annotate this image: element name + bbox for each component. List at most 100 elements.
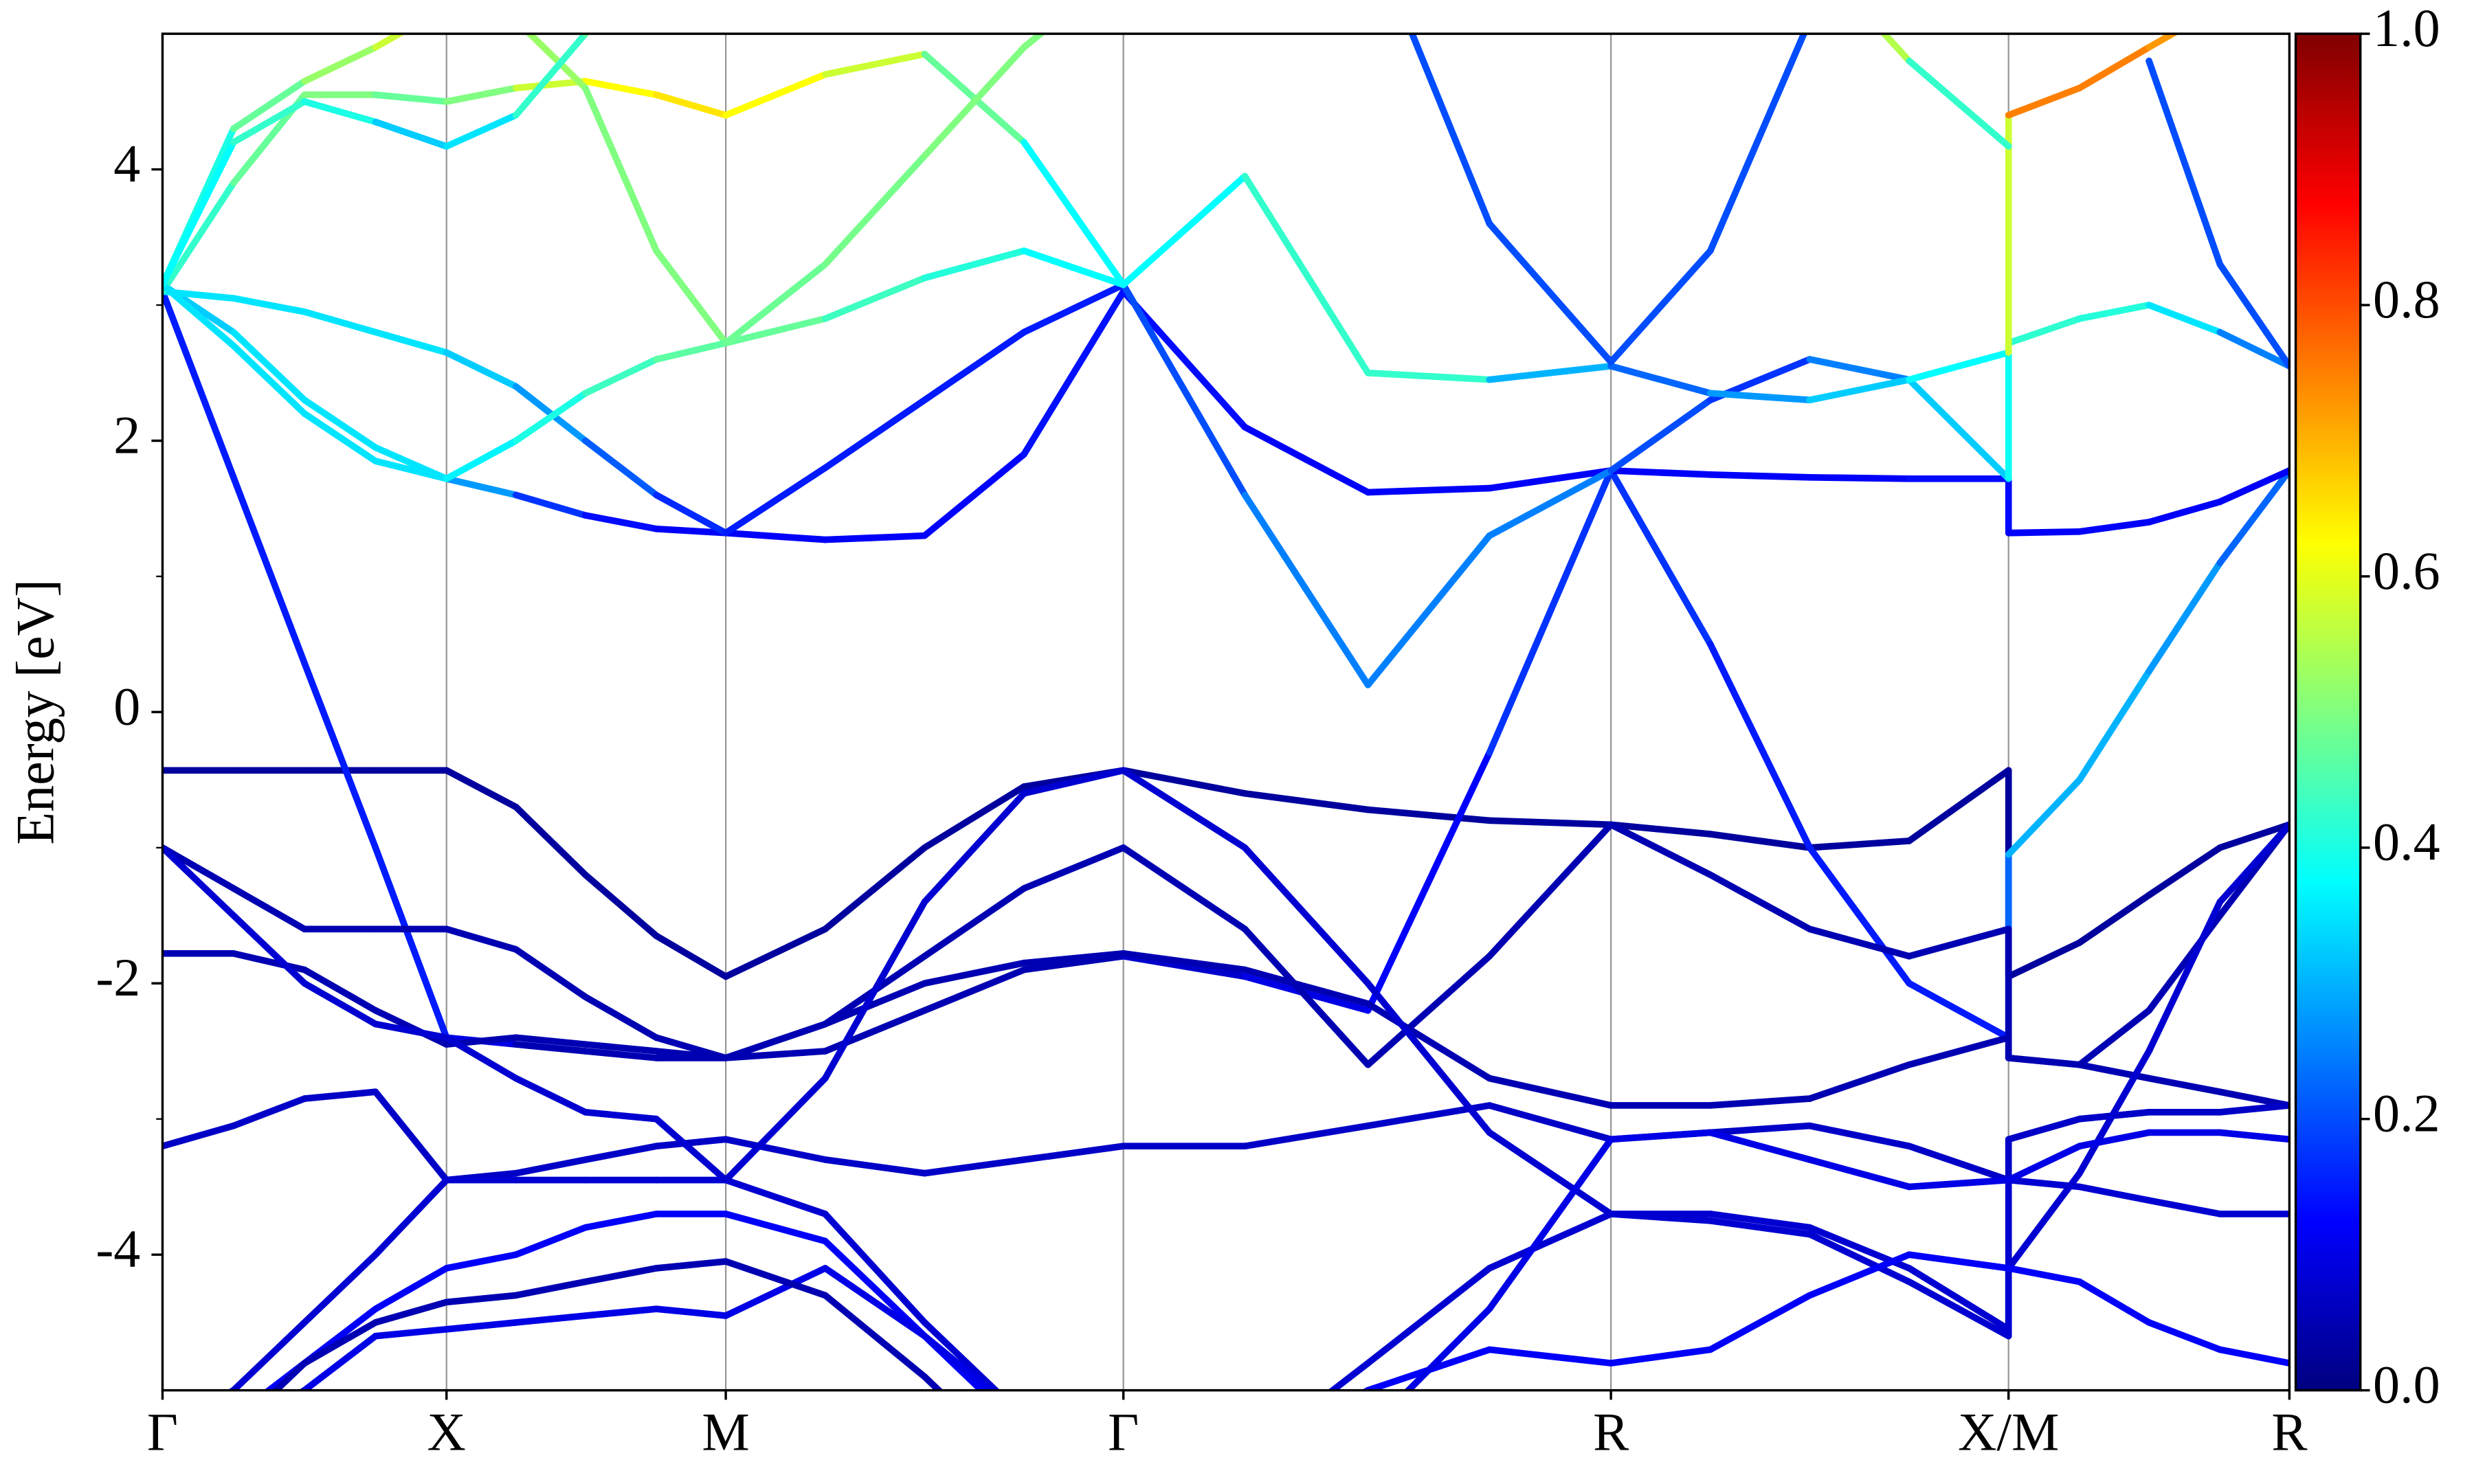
band-segment <box>1119 172 1249 289</box>
band-segment <box>1327 1360 1372 1391</box>
band-segment <box>581 78 660 98</box>
band-segment <box>1241 790 1372 813</box>
band-segment <box>1119 950 1249 974</box>
band-segment <box>921 328 1027 404</box>
band-segment <box>372 1088 450 1184</box>
band-segment <box>1806 837 1913 851</box>
band-segment <box>921 790 1027 906</box>
band-segment <box>1486 1102 1614 1143</box>
band-segment <box>2076 668 2152 783</box>
band-segment <box>821 1237 928 1340</box>
band-segment <box>1607 1211 1714 1224</box>
band-segment <box>301 1319 379 1367</box>
band-segment <box>230 912 308 987</box>
band-segment <box>1906 1143 2012 1184</box>
band-segment <box>2076 44 2152 91</box>
band-segment <box>722 1211 829 1245</box>
band-segment <box>1906 1034 2012 1068</box>
band-segment <box>921 1332 996 1391</box>
band-segment <box>921 247 1027 282</box>
band-segment <box>2076 1278 2152 1326</box>
band-segment <box>1241 966 1372 1007</box>
band-segment <box>1486 467 1614 492</box>
band-segment <box>1906 1265 2012 1333</box>
band-segment <box>1486 817 1614 829</box>
band-segment <box>230 342 308 417</box>
band-segment <box>443 437 520 482</box>
band-segment <box>2146 559 2224 675</box>
band-segment <box>653 525 729 537</box>
band-segment <box>301 660 379 851</box>
band-segment <box>1906 1251 2012 1272</box>
band-segment <box>2146 498 2224 526</box>
band-segment <box>1364 806 1493 824</box>
band-segment <box>2005 1176 2083 1191</box>
band-segment <box>443 85 520 105</box>
band-segment <box>2005 1055 2083 1068</box>
band-segment <box>653 339 729 363</box>
band-segment <box>230 950 308 974</box>
x-tick-label: Γ <box>147 1402 178 1461</box>
band-segment <box>653 932 729 980</box>
band-segment <box>1607 1346 1714 1367</box>
band-segment <box>1021 844 1127 892</box>
band-segment <box>2216 467 2290 506</box>
band-segment <box>162 139 237 289</box>
band-segment <box>1486 821 1614 960</box>
band-segment <box>162 844 237 919</box>
band-segment <box>1880 34 1913 65</box>
band-segment <box>2216 821 2290 906</box>
band-segment <box>2146 57 2224 268</box>
band-segment <box>512 1312 589 1326</box>
band-segment <box>1364 980 1493 1136</box>
band-segment <box>1021 281 1127 336</box>
band-segment <box>1607 363 1714 397</box>
band-segment <box>1021 139 1127 289</box>
band-segment <box>821 396 928 471</box>
band-segment <box>1486 1129 1614 1217</box>
band-segment <box>443 1319 520 1333</box>
band-segment <box>581 993 660 1042</box>
band-segment <box>1706 1292 1814 1353</box>
band-segment <box>821 1265 928 1340</box>
band-segment <box>1486 467 1614 539</box>
band-segment <box>1806 925 1913 960</box>
band-segment <box>2216 1346 2290 1367</box>
band-segment <box>1241 925 1372 1068</box>
band-segment <box>2146 302 2224 336</box>
band-segment <box>653 1115 729 1184</box>
band-segment <box>1806 1251 1913 1299</box>
band-segment <box>512 946 589 1000</box>
band-segment <box>2076 1048 2152 1177</box>
band-segment <box>2076 892 2152 946</box>
band-segment <box>1021 247 1127 289</box>
band-segment <box>372 118 450 150</box>
band-segment <box>301 410 379 464</box>
band-segment <box>1706 390 1814 404</box>
band-segment <box>512 1224 589 1258</box>
x-tick-label: Γ <box>1108 1402 1139 1461</box>
plot-frame <box>161 32 2291 1392</box>
band-segment <box>1806 1230 1913 1285</box>
band-segment <box>581 85 660 254</box>
y-tick-label: -2 <box>96 947 140 1007</box>
band-segment <box>372 1020 450 1042</box>
band-segment <box>1408 34 1493 227</box>
band-segment <box>722 1176 829 1217</box>
x-tick-label: M <box>702 1402 749 1461</box>
band-segment <box>1364 532 1493 688</box>
band-segment <box>2005 1115 2083 1143</box>
band-segment <box>1906 980 2012 1042</box>
band-segment <box>1364 484 1493 496</box>
band-segment <box>821 1156 928 1177</box>
band-segment <box>271 1360 308 1391</box>
band-segment <box>581 1109 660 1123</box>
band-segment <box>581 1265 660 1285</box>
band-segment <box>372 1298 450 1326</box>
band-segment <box>1706 1217 1814 1238</box>
band-segment <box>1241 1122 1372 1150</box>
band-segment <box>1706 1095 1814 1109</box>
band-segment <box>722 315 829 347</box>
band-segment <box>2005 85 2083 119</box>
